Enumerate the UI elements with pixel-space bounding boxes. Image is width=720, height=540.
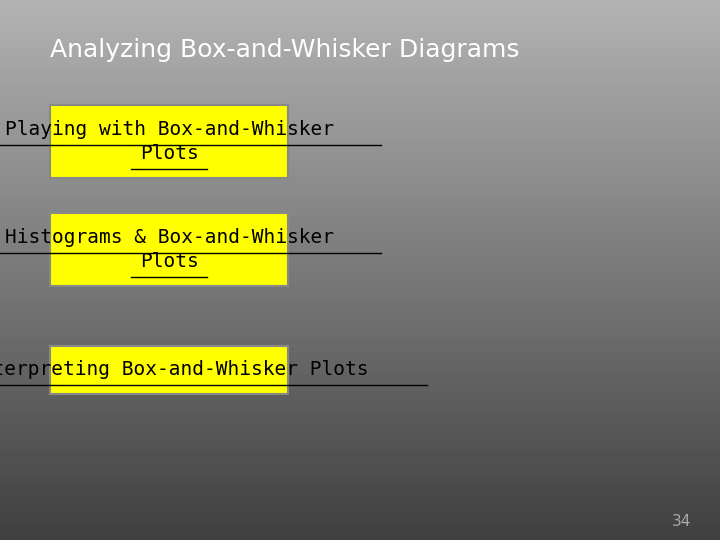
- Text: Plots: Plots: [140, 252, 199, 272]
- FancyBboxPatch shape: [50, 346, 288, 394]
- Text: Analyzing Box-and-Whisker Diagrams: Analyzing Box-and-Whisker Diagrams: [50, 38, 520, 62]
- Text: Histograms & Box-and-Whisker: Histograms & Box-and-Whisker: [5, 228, 333, 247]
- FancyBboxPatch shape: [50, 213, 288, 286]
- Text: 34: 34: [672, 514, 691, 529]
- Text: Interpreting Box-and-Whisker Plots: Interpreting Box-and-Whisker Plots: [0, 360, 369, 380]
- FancyBboxPatch shape: [50, 105, 288, 178]
- Text: Plots: Plots: [140, 144, 199, 164]
- Text: Playing with Box-and-Whisker: Playing with Box-and-Whisker: [5, 120, 333, 139]
